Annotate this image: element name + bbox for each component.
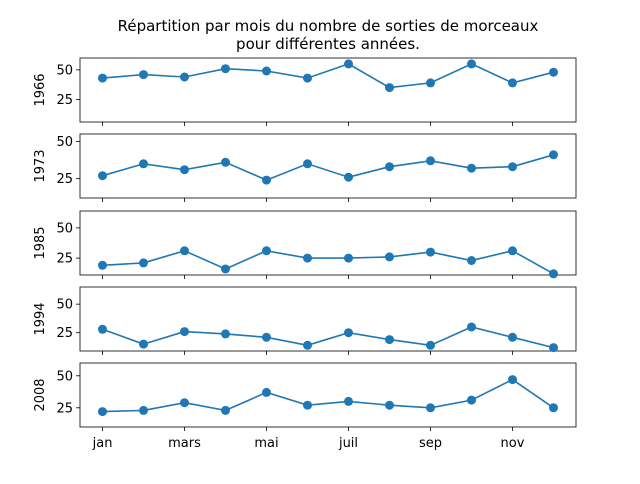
data-point-1966-3: [180, 72, 189, 82]
data-point-1985-9: [426, 247, 435, 257]
data-point-1973-10: [467, 163, 476, 173]
x-tick-label-nov: nov: [501, 436, 525, 451]
data-point-2008-4: [221, 405, 230, 415]
data-point-1966-2: [139, 70, 148, 80]
data-point-1994-2: [139, 339, 148, 349]
series-line-1973: [102, 154, 554, 181]
data-point-2008-5: [262, 387, 271, 397]
data-point-2008-1: [98, 407, 107, 417]
data-point-1985-7: [344, 253, 353, 263]
data-point-2008-9: [426, 403, 435, 413]
data-point-1985-5: [262, 246, 271, 256]
y-tick-label-1985-50: 50: [56, 221, 73, 236]
data-point-1994-5: [262, 332, 271, 342]
data-point-1966-12: [549, 67, 558, 77]
x-tick-label-mars: mars: [168, 436, 201, 451]
data-point-1994-6: [303, 340, 312, 350]
data-point-1973-12: [549, 150, 558, 160]
data-point-1994-4: [221, 329, 230, 339]
x-tick-label-jan: jan: [92, 436, 113, 451]
chart-title-line1: Répartition par mois du nombre de sortie…: [118, 17, 539, 35]
y-axis-label-2008: 2008: [33, 378, 48, 411]
data-point-1966-11: [508, 78, 517, 88]
data-point-1966-4: [221, 64, 230, 74]
data-point-1985-6: [303, 253, 312, 263]
y-axis-label-1994: 1994: [33, 302, 48, 335]
data-point-1985-12: [549, 269, 558, 279]
data-point-2008-12: [549, 403, 558, 413]
data-point-1966-1: [98, 73, 107, 83]
data-point-1973-3: [180, 165, 189, 175]
panel-frame-1973: [79, 133, 577, 199]
data-point-1985-4: [221, 264, 230, 274]
y-tick-label-1966-50: 50: [56, 63, 73, 78]
data-point-1994-1: [98, 324, 107, 334]
data-point-1985-1: [98, 260, 107, 270]
data-point-1994-12: [549, 343, 558, 353]
panel-frame-1966: [79, 57, 577, 123]
x-tick-label-juil: juil: [338, 436, 358, 451]
chart-title-line2: pour différentes années.: [236, 35, 420, 53]
y-tick-label-2008-25: 25: [56, 401, 73, 416]
y-tick-label-1994-25: 25: [56, 326, 73, 341]
data-point-1973-4: [221, 157, 230, 167]
y-tick-label-1966-25: 25: [56, 93, 73, 108]
data-point-1973-5: [262, 175, 271, 185]
data-point-2008-2: [139, 405, 148, 415]
x-tick-label-mai: mai: [254, 436, 278, 451]
data-point-1966-10: [467, 59, 476, 69]
data-point-1985-11: [508, 246, 517, 256]
data-point-1994-8: [385, 335, 394, 345]
data-point-1973-2: [139, 159, 148, 169]
data-point-1985-10: [467, 256, 476, 265]
data-point-1994-10: [467, 322, 476, 332]
data-point-1966-5: [262, 66, 271, 76]
data-point-2008-6: [303, 400, 312, 410]
y-tick-label-1994-50: 50: [56, 298, 73, 313]
y-axis-label-1973: 1973: [33, 149, 48, 182]
series-line-2008: [102, 378, 554, 413]
data-point-2008-11: [508, 375, 517, 385]
data-point-1985-8: [385, 252, 394, 262]
data-point-1973-1: [98, 171, 107, 181]
data-point-1994-9: [426, 340, 435, 350]
data-point-2008-8: [385, 400, 394, 410]
data-point-2008-10: [467, 395, 476, 405]
y-tick-label-1973-25: 25: [56, 172, 73, 187]
series-line-1985: [102, 249, 554, 275]
data-point-1973-9: [426, 156, 435, 166]
y-axis-label-1985: 1985: [33, 226, 48, 259]
data-point-1994-3: [180, 327, 189, 337]
panel-frame-1994: [79, 286, 577, 352]
y-tick-label-1973-50: 50: [56, 135, 73, 150]
data-point-1985-3: [180, 246, 189, 256]
y-tick-label-2008-50: 50: [56, 369, 73, 384]
data-point-1966-9: [426, 78, 435, 88]
data-point-1966-8: [385, 83, 394, 93]
data-point-1973-8: [385, 162, 394, 172]
panel-frame-1985: [79, 210, 577, 276]
data-point-1994-11: [508, 332, 517, 342]
data-point-1973-6: [303, 159, 312, 169]
data-point-1973-7: [344, 172, 353, 182]
panel-frame-2008: [79, 362, 577, 428]
data-point-1994-7: [344, 328, 353, 338]
series-line-1994: [102, 326, 554, 349]
data-point-1973-11: [508, 162, 517, 172]
y-axis-label-1966: 1966: [33, 73, 48, 106]
data-point-2008-7: [344, 396, 353, 406]
series-line-1966: [102, 63, 554, 89]
panels-group: 25 50 1966 25 50 1973 25 50 1985 25 50 1994 25 50 2008…: [33, 57, 577, 451]
data-point-1966-6: [303, 73, 312, 83]
data-point-1966-7: [344, 59, 353, 69]
data-point-1985-2: [139, 258, 148, 268]
y-tick-label-1985-25: 25: [56, 252, 73, 267]
x-tick-label-sep: sep: [419, 436, 442, 451]
data-point-2008-3: [180, 398, 189, 408]
